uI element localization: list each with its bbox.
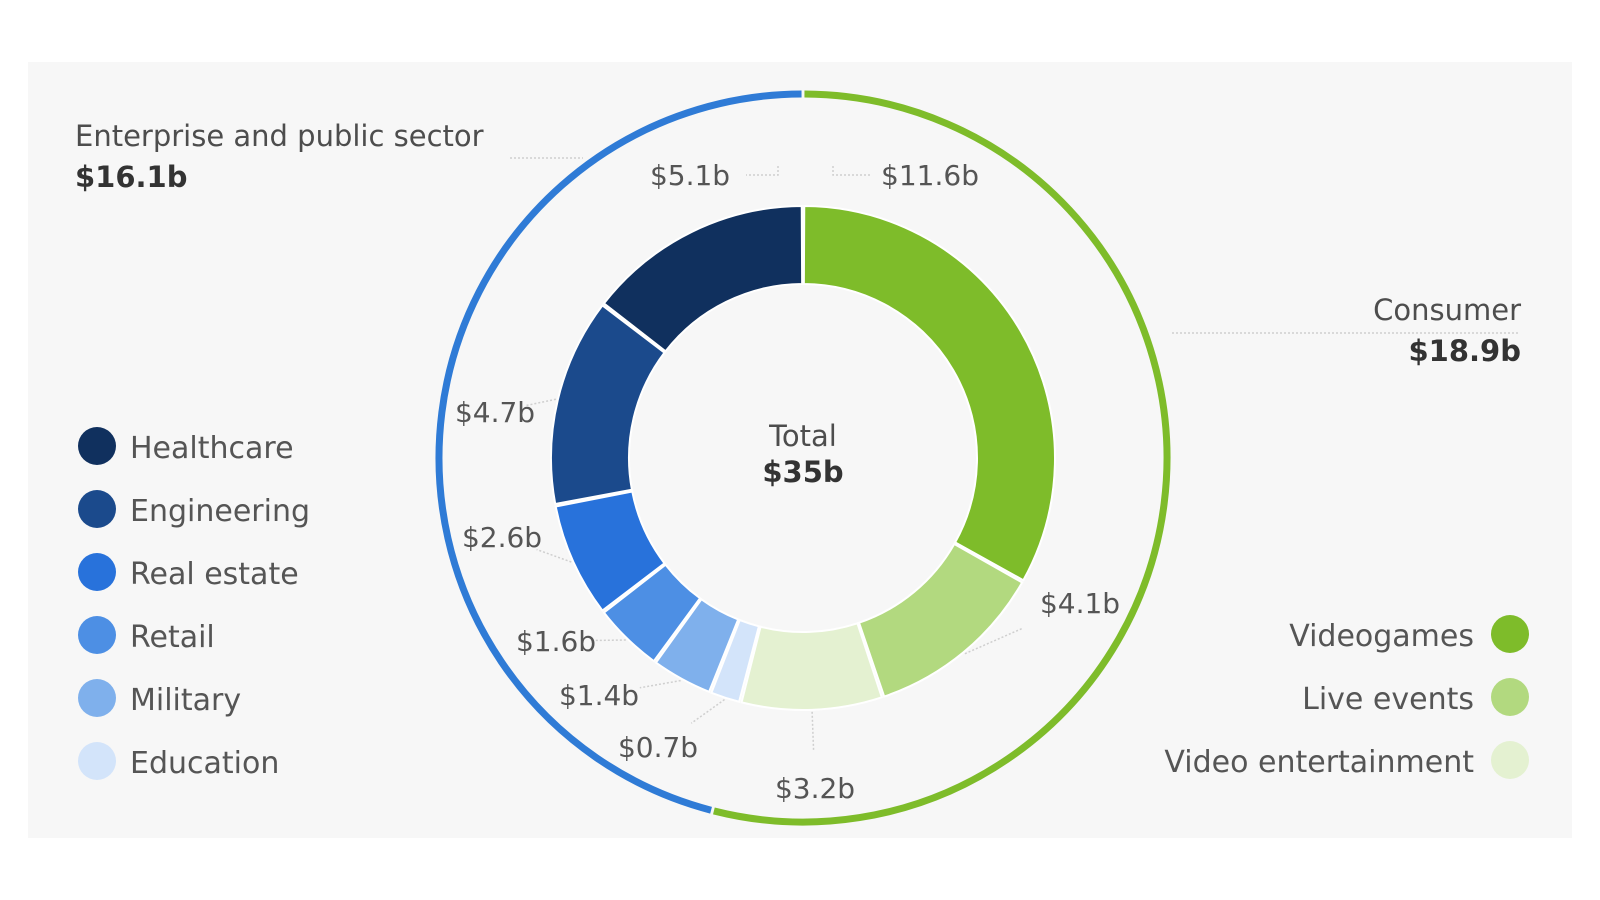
leader-line [811, 711, 815, 750]
value-label-engineering: $4.7b [455, 396, 535, 429]
segment-real-estate [554, 490, 666, 612]
legend-swatch-military [78, 679, 116, 717]
legend-label-engineering: Engineering [130, 494, 310, 529]
legend-label-real-estate: Real estate [130, 557, 299, 592]
legend-swatch-videogames [1491, 615, 1529, 653]
segment-video-entertainment [740, 622, 884, 711]
value-label-videogames: $11.6b [881, 159, 979, 192]
center-label: Total [768, 419, 837, 453]
segment-education [710, 618, 761, 703]
legend-label-live-events: Live events [1302, 682, 1474, 717]
legend-label-retail: Retail [130, 620, 215, 655]
segment-healthcare [602, 204, 804, 353]
leader-line [690, 698, 725, 724]
leader-line [639, 679, 681, 689]
legend-swatch-engineering [78, 490, 116, 528]
legend-label-military: Military [130, 683, 241, 718]
value-label-healthcare: $5.1b [650, 159, 730, 192]
legend-left: Healthcare Engineering Real estate Retail Mi… [78, 427, 310, 781]
legend-swatch-healthcare [78, 427, 116, 465]
legend-label-videogames: Videogames [1289, 619, 1474, 654]
group-label-consumer: Consumer [1373, 293, 1521, 327]
legend-swatch-retail [78, 616, 116, 654]
value-label-real-estate: $2.6b [462, 521, 542, 554]
segment-military [654, 597, 740, 694]
legend-swatch-real-estate [78, 553, 116, 591]
legend-label-education: Education [130, 746, 279, 781]
segment-videogames [802, 204, 1056, 582]
segment-retail [602, 563, 702, 663]
segment-engineering [550, 304, 666, 506]
value-label-video-entertainment: $3.2b [775, 772, 855, 805]
group-value-enterprise: $16.1b [75, 160, 188, 194]
value-label-retail: $1.6b [516, 625, 596, 658]
leader-line [746, 166, 779, 176]
leader-line [964, 627, 1023, 655]
value-label-education: $0.7b [618, 731, 698, 764]
segment-live-events [857, 542, 1024, 698]
legend-label-video-entertainment: Video entertainment [1164, 745, 1474, 780]
legend-right: Videogames Live events Video entertainment [1164, 615, 1529, 780]
leader-line [525, 398, 557, 407]
legend-label-healthcare: Healthcare [130, 431, 294, 466]
group-ring [435, 90, 1171, 826]
ring-consumer [713, 90, 1171, 826]
leader-line [832, 166, 872, 176]
group-label-enterprise: Enterprise and public sector [75, 119, 484, 153]
legend-swatch-education [78, 742, 116, 780]
value-label-live-events: $4.1b [1040, 587, 1120, 620]
center-value: $35b [762, 455, 843, 489]
group-value-consumer: $18.9b [1409, 334, 1522, 368]
segments [550, 204, 1056, 711]
leader-lines [510, 157, 1520, 750]
legend-swatch-live-events [1491, 678, 1529, 716]
legend-swatch-video-entertainment [1491, 741, 1529, 779]
value-label-military: $1.4b [559, 679, 639, 712]
value-labels: $11.6b $4.1b $3.2b $0.7b $1.4b $1.6b $2.6b $4.7… [455, 159, 1120, 805]
ring-enterprise-and-public-sector [435, 90, 802, 814]
